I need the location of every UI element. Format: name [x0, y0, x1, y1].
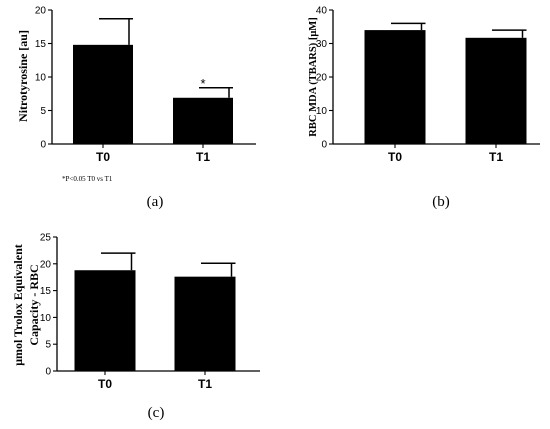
panel-a-x-tick-label: T0: [96, 150, 110, 164]
panel-b-ylabel: RBC MDA (TBARS) [μM]: [308, 17, 319, 136]
panel-c-y-tick-label: 5: [45, 340, 51, 351]
panel-a-y-tick-label: 10: [35, 73, 47, 84]
panel-a-footnote: *P<0.05 T0 vs T1: [62, 175, 113, 183]
panel-c-y-tick-label: 20: [40, 259, 52, 270]
panel-c-y-tick-label: 25: [40, 233, 52, 244]
panel-b: RBC MDA (TBARS) [μM] 0 10 20 30 40 T0 T1 (b): [308, 6, 540, 210]
panel-b-y-tick-label: 0: [321, 140, 327, 151]
panel-c-y-tick-label: 0: [45, 367, 51, 378]
panel-a: Nitrotyrosine [au] 0 5 10 15 20 T0 T1 * *P<0.0…: [16, 6, 256, 210]
panel-b-x-tick-label: T1: [489, 150, 503, 164]
panel-b-x-tick-label: T0: [388, 150, 402, 164]
panel-a-ylabel: Nitrotyrosine [au]: [16, 30, 30, 122]
panel-b-y-tick-label: 30: [316, 39, 328, 50]
panel-c-y-tick-label: 10: [40, 313, 52, 324]
panel-c: μmol Trolox Equivalent Capacity - RBC 0 5…: [11, 233, 260, 421]
panel-b-label: (b): [432, 194, 450, 210]
panel-a-y-tick-label: 5: [40, 106, 46, 117]
panel-a-y-tick-label: 15: [35, 39, 47, 50]
panel-c-plot: 0 5 10 15 20 25 T0 T1: [40, 233, 260, 391]
panel-b-y-tick-label: 20: [316, 73, 328, 84]
panel-c-bar-t1: [174, 276, 236, 371]
panel-b-bar-t0: [364, 30, 426, 145]
panel-a-y-tick-label: 0: [40, 140, 46, 151]
panel-c-x-tick-label: T1: [198, 377, 212, 391]
panel-a-label: (a): [147, 194, 164, 210]
panel-c-ylabel-line-1: μmol Trolox Equivalent: [11, 244, 25, 366]
panel-c-x-tick-label: T0: [98, 377, 112, 391]
panel-c-label: (c): [148, 405, 165, 421]
panel-b-y-tick-label: 40: [316, 6, 328, 17]
panel-b-bar-t1: [465, 37, 527, 144]
panel-c-ylabel-line-2: Capacity - RBC: [27, 264, 41, 345]
panel-c-bar-t0: [74, 270, 136, 371]
panel-a-bar-t0: [73, 44, 133, 145]
panel-a-x-tick-label: T1: [196, 150, 210, 164]
panel-a-bar-t1: [173, 97, 233, 144]
panel-c-y-tick-label: 15: [40, 286, 52, 297]
panel-a-plot: 0 5 10 15 20 T0 T1: [35, 6, 256, 164]
panel-b-y-tick-label: 10: [316, 106, 328, 117]
panel-b-plot: 0 10 20 30 40 T0 T1: [316, 6, 540, 164]
panel-a-y-tick-label: 20: [35, 6, 47, 17]
panel-a-significance-marker: *: [200, 76, 205, 91]
